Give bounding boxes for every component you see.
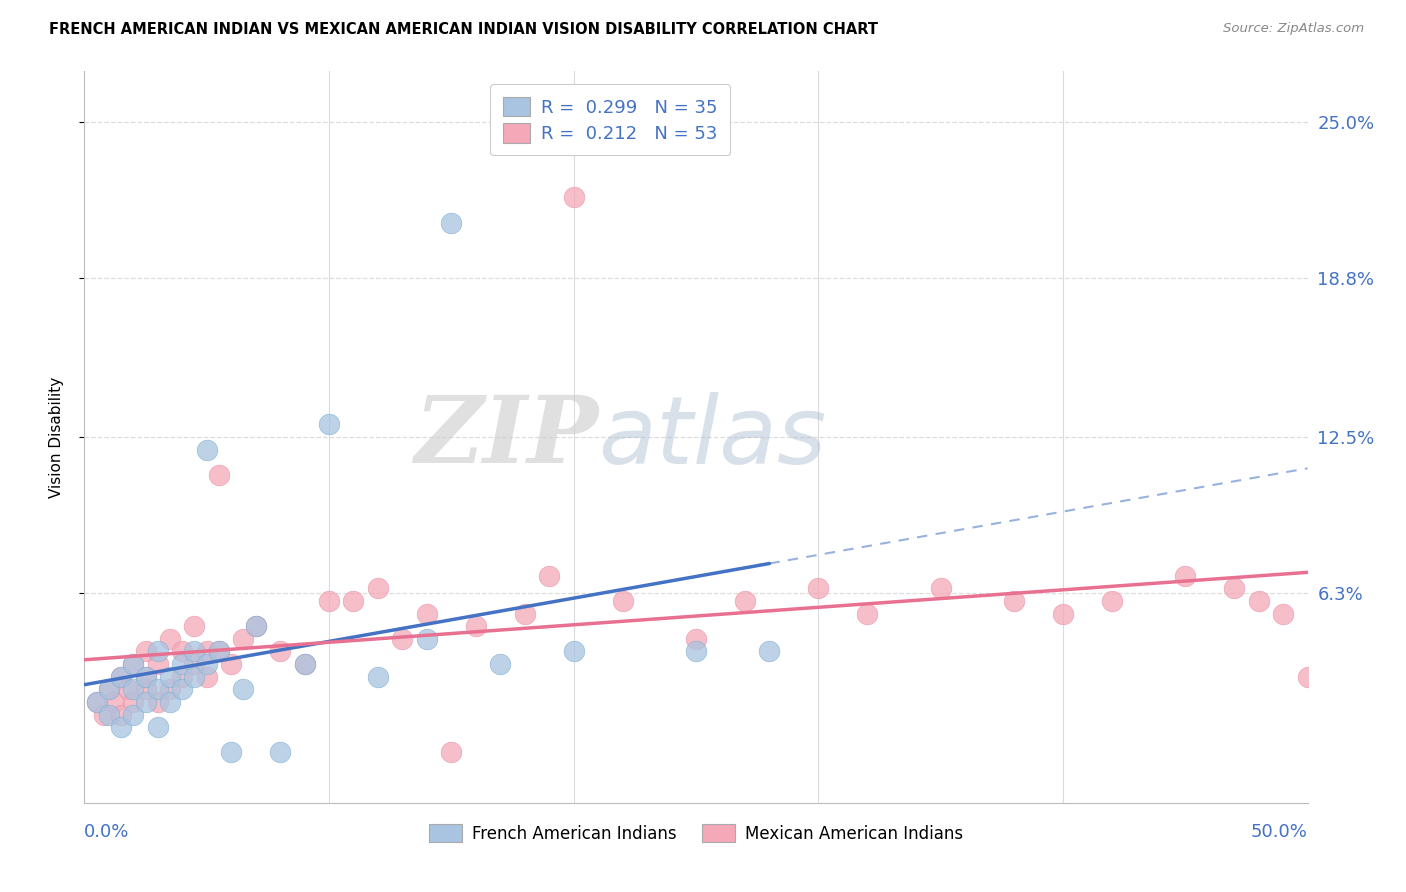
Point [513,607,536,621]
Point [1002,594,1025,608]
Point [110,670,132,684]
Y-axis label: Vision Disability: Vision Disability [49,376,63,498]
Point [110,707,132,722]
Point [538,569,561,583]
Point [245,619,267,633]
Point [232,682,254,697]
Point [416,607,439,621]
Point [110,720,132,734]
Point [342,594,364,608]
Point [97,707,120,722]
Point [122,657,145,671]
Point [172,657,194,671]
Point [269,745,291,759]
Point [232,632,254,646]
Point [685,632,707,646]
Point [208,467,231,482]
Text: FRENCH AMERICAN INDIAN VS MEXICAN AMERICAN INDIAN VISION DISABILITY CORRELATION : FRENCH AMERICAN INDIAN VS MEXICAN AMERIC… [49,22,879,37]
Text: 50.0%: 50.0% [1251,823,1308,841]
Point [391,632,413,646]
Point [110,670,132,684]
Point [440,745,463,759]
Point [135,670,157,684]
Point [146,695,169,709]
Legend: French American Indians, Mexican American Indians: French American Indians, Mexican America… [422,817,970,849]
Point [103,695,125,709]
Point [159,682,181,697]
Point [1223,582,1246,596]
Point [294,657,316,671]
Point [367,582,389,596]
Point [122,682,145,697]
Point [1272,607,1295,621]
Point [562,190,585,204]
Point [122,707,145,722]
Point [146,720,169,734]
Point [856,607,879,621]
Text: Source: ZipAtlas.com: Source: ZipAtlas.com [1223,22,1364,36]
Point [269,644,291,658]
Point [93,707,115,722]
Point [146,644,169,658]
Point [416,632,439,646]
Point [807,582,830,596]
Point [464,619,486,633]
Point [929,582,952,596]
Point [172,670,194,684]
Point [219,745,242,759]
Point [318,594,340,608]
Point [208,644,231,658]
Point [146,682,169,697]
Point [758,644,780,658]
Point [734,594,756,608]
Text: ZIP: ZIP [413,392,598,482]
Point [172,644,194,658]
Point [219,657,242,671]
Point [1101,594,1123,608]
Point [97,682,120,697]
Point [172,682,194,697]
Point [117,682,139,697]
Point [86,695,108,709]
Point [489,657,512,671]
Point [195,442,218,457]
Point [245,619,267,633]
Point [208,644,231,658]
Point [135,695,157,709]
Point [122,695,145,709]
Point [135,682,157,697]
Point [440,216,463,230]
Point [562,644,585,658]
Point [183,670,205,684]
Point [1296,670,1319,684]
Text: 0.0%: 0.0% [84,823,129,841]
Point [135,644,157,658]
Point [159,695,181,709]
Point [97,682,120,697]
Point [195,670,218,684]
Point [195,657,218,671]
Point [183,644,205,658]
Point [86,695,108,709]
Point [612,594,634,608]
Point [122,657,145,671]
Point [1174,569,1197,583]
Point [318,417,340,432]
Point [146,657,169,671]
Point [685,644,707,658]
Point [135,670,157,684]
Point [159,670,181,684]
Text: atlas: atlas [598,392,827,483]
Point [1247,594,1270,608]
Point [367,670,389,684]
Point [183,619,205,633]
Point [159,632,181,646]
Point [294,657,316,671]
Point [183,657,205,671]
Point [195,644,218,658]
Point [1052,607,1074,621]
